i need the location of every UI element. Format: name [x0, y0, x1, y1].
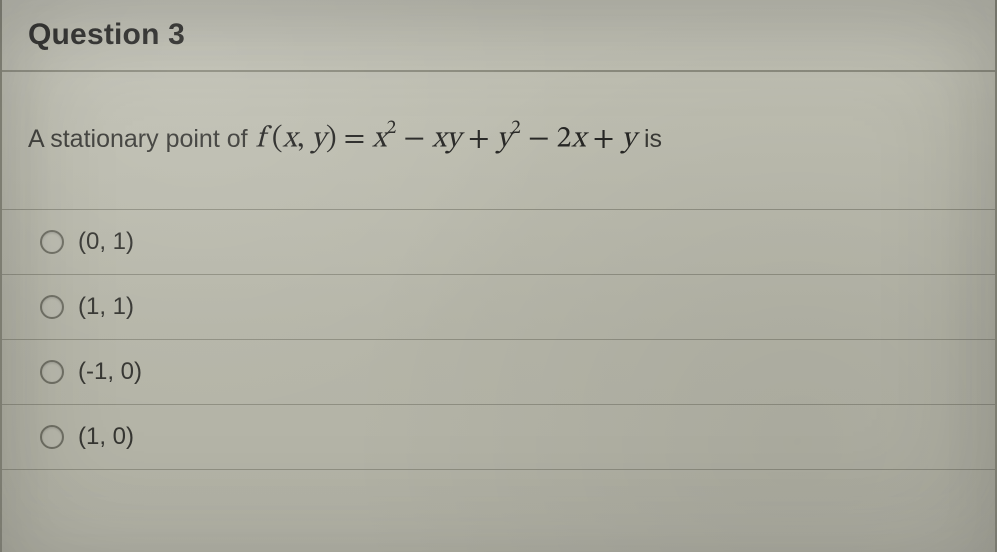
option-label: (0, 1)	[78, 228, 134, 256]
radio-icon	[40, 230, 64, 254]
option-3[interactable]: (1, 0)	[0, 404, 997, 470]
option-0[interactable]: (0, 1)	[0, 209, 997, 274]
question-header: Question 3	[0, 0, 997, 71]
radio-icon	[40, 425, 64, 449]
options-list: (0, 1) (1, 1) (-1, 0) (1, 0)	[0, 209, 997, 470]
prompt-tail: is	[644, 125, 662, 154]
prompt-lead: A stationary point of	[28, 125, 248, 154]
question-prompt: A stationary point of f (x, y) = x2 − xy…	[0, 71, 997, 203]
option-label: (1, 1)	[78, 293, 134, 321]
radio-icon	[40, 295, 64, 319]
radio-icon	[40, 360, 64, 384]
prompt-function: f (x, y) = x2 − xy + y2 − 2x + y	[256, 116, 636, 159]
option-2[interactable]: (-1, 0)	[0, 339, 997, 404]
option-label: (1, 0)	[78, 423, 134, 451]
question-number: Question 3	[28, 18, 969, 52]
option-label: (-1, 0)	[78, 358, 142, 386]
left-border	[0, 0, 2, 552]
question-card: Question 3 A stationary point of f (x, y…	[0, 0, 997, 552]
option-1[interactable]: (1, 1)	[0, 274, 997, 339]
